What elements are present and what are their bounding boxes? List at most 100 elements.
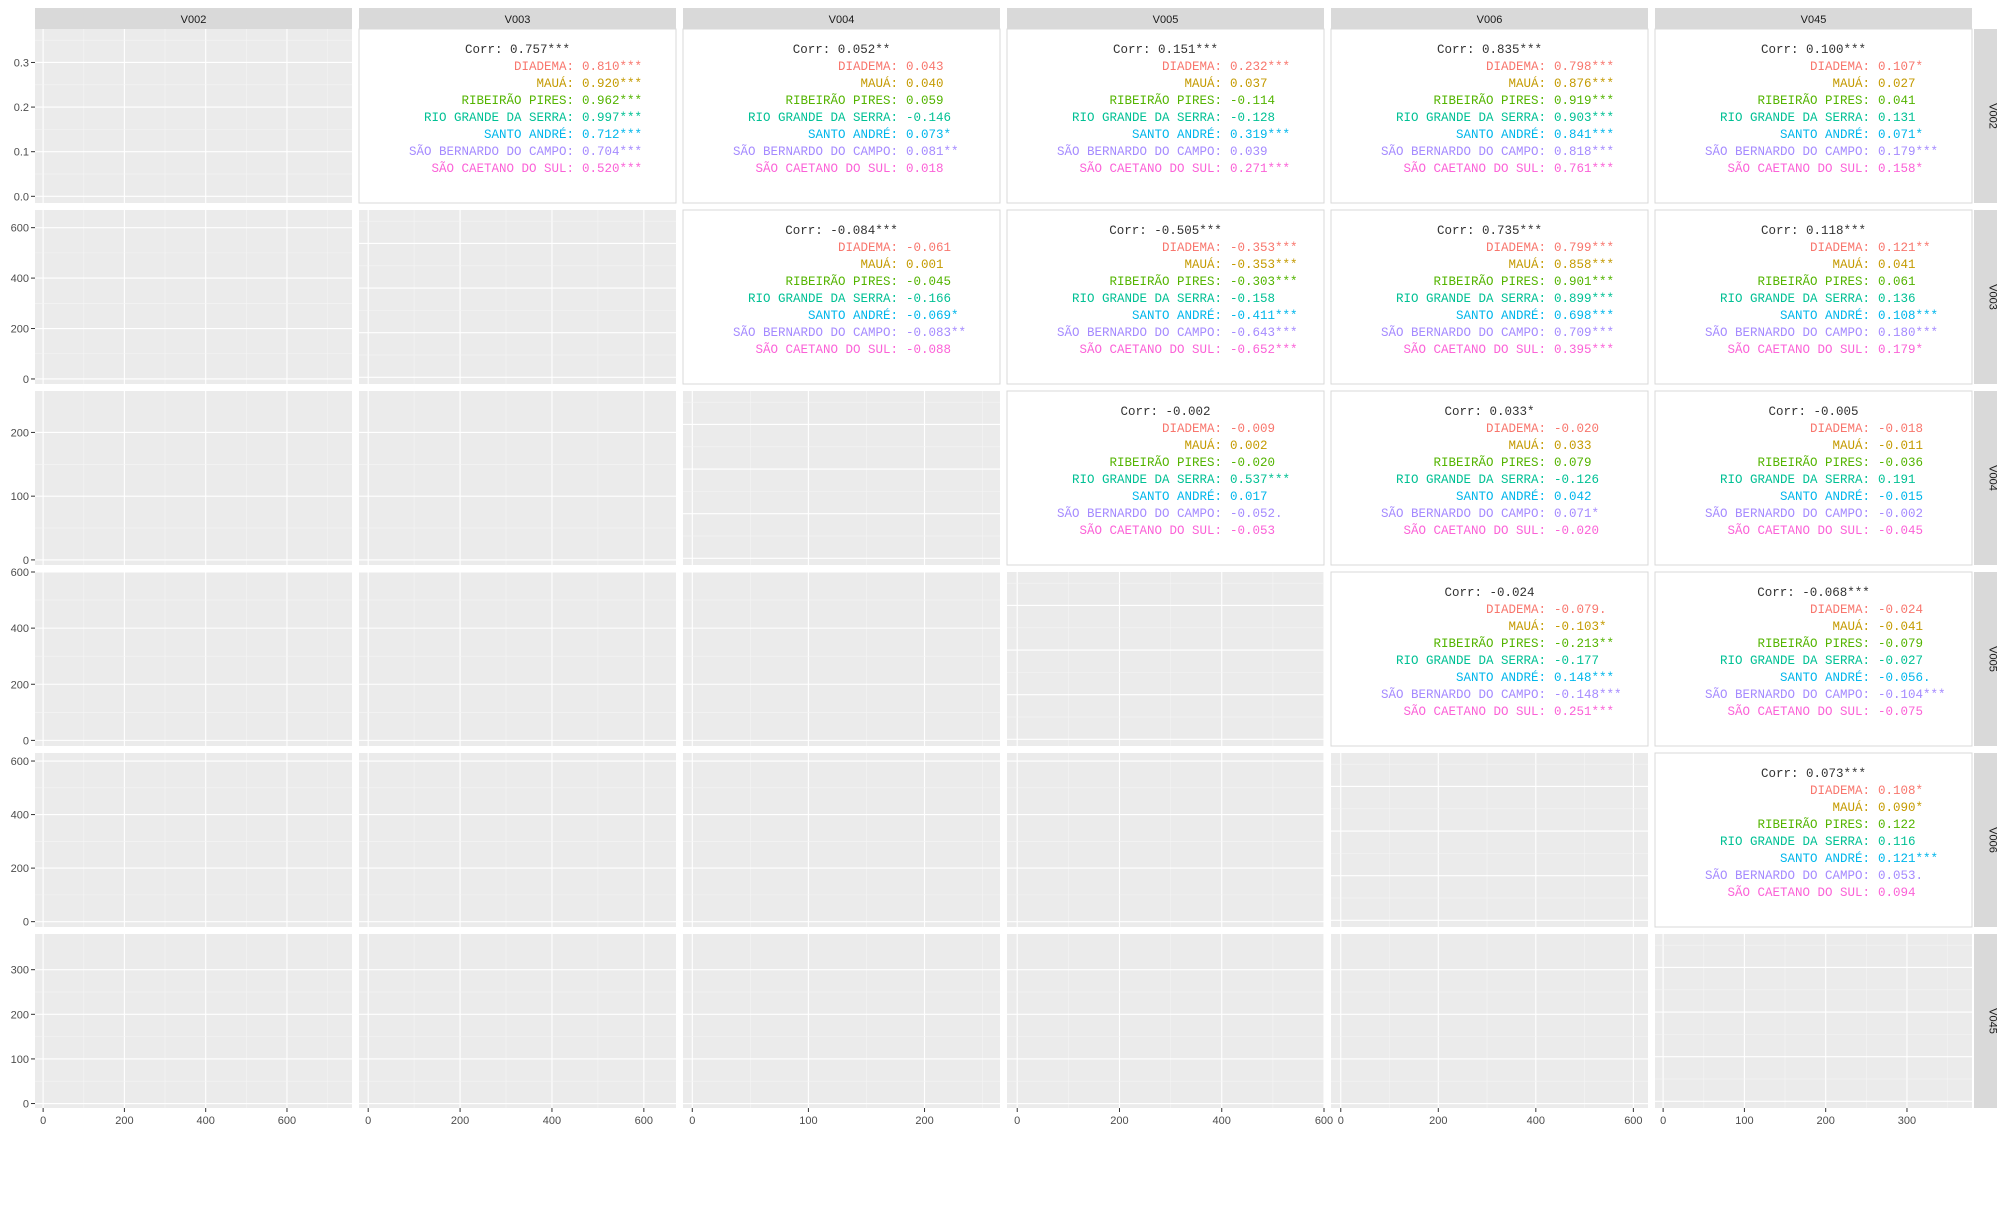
corr-group-value-V002-V045: 0.131 <box>1878 111 1916 125</box>
corr-group-label-V002-V005: RIO GRANDE DA SERRA: <box>1072 111 1222 125</box>
corr-group-value-V004-V045: -0.036 <box>1878 456 1923 470</box>
corr-group-label-V002-V003: DIADEMA: <box>514 60 574 74</box>
corr-group-value-V003-V045: 0.041 <box>1878 258 1916 272</box>
corr-group-label-V002-V005: MAUÁ: <box>1184 76 1222 91</box>
corr-group-value-V005-V045: -0.056. <box>1878 671 1931 685</box>
corr-group-label-V002-V006: SANTO ANDRÉ: <box>1456 127 1546 142</box>
corr-group-label-V004-V045: SANTO ANDRÉ: <box>1780 489 1870 504</box>
corr-overall-V002-V045: Corr: 0.100*** <box>1761 43 1866 57</box>
corr-group-label-V004-V006: MAUÁ: <box>1508 438 1546 453</box>
corr-overall-V002-V006: Corr: 0.835*** <box>1437 43 1542 57</box>
corr-group-label-V003-V006: DIADEMA: <box>1486 241 1546 255</box>
corr-group-value-V003-V004: -0.045 <box>906 275 951 289</box>
corr-group-value-V002-V003: 0.712*** <box>582 128 642 142</box>
corr-group-label-V002-V045: SANTO ANDRÉ: <box>1780 127 1870 142</box>
corr-overall-V003-V005: Corr: -0.505*** <box>1109 224 1222 238</box>
corr-group-label-V004-V006: SÃO BERNARDO DO CAMPO: <box>1381 506 1546 521</box>
corr-panel-V002-V045: Corr: 0.100***DIADEMA: 0.107*MAUÁ: 0.027RI… <box>1654 28 1973 204</box>
strip-label-right-V006: V006 <box>1987 827 1999 853</box>
corr-group-label-V005-V006: MAUÁ: <box>1508 619 1546 634</box>
corr-group-label-V005-V045: SÃO CAETANO DO SUL: <box>1727 704 1870 719</box>
corr-group-label-V004-V045: DIADEMA: <box>1810 422 1870 436</box>
corr-group-value-V002-V005: 0.232*** <box>1230 60 1290 74</box>
corr-overall-V003-V006: Corr: 0.735*** <box>1437 224 1542 238</box>
corr-group-value-V002-V006: 0.919*** <box>1554 94 1614 108</box>
corr-group-label-V005-V006: DIADEMA: <box>1486 603 1546 617</box>
strip-top-V006 <box>1331 8 1648 29</box>
corr-group-label-V003-V005: SÃO CAETANO DO SUL: <box>1079 342 1222 357</box>
corr-group-value-V002-V006: 0.818*** <box>1554 145 1614 159</box>
corr-group-value-V003-V004: -0.166 <box>906 292 951 306</box>
corr-group-value-V006-V045: 0.121*** <box>1878 852 1938 866</box>
corr-group-label-V002-V004: RIBEIRÃO PIRES: <box>785 93 898 108</box>
corr-group-label-V003-V045: SÃO CAETANO DO SUL: <box>1727 342 1870 357</box>
corr-group-label-V003-V045: RIO GRANDE DA SERRA: <box>1720 292 1870 306</box>
corr-group-label-V003-V005: MAUÁ: <box>1184 257 1222 272</box>
corr-group-label-V006-V045: DIADEMA: <box>1810 784 1870 798</box>
corr-group-value-V003-V006: 0.698*** <box>1554 309 1614 323</box>
corr-group-label-V002-V045: RIBEIRÃO PIRES: <box>1757 93 1870 108</box>
corr-group-value-V004-V006: -0.126 <box>1554 473 1599 487</box>
corr-group-value-V002-V045: 0.027 <box>1878 77 1916 91</box>
corr-group-label-V002-V005: SANTO ANDRÉ: <box>1132 127 1222 142</box>
corr-group-label-V004-V045: MAUÁ: <box>1832 438 1870 453</box>
corr-panel-V002-V005: Corr: 0.151***DIADEMA: 0.232***MAUÁ: 0.037… <box>1006 28 1325 204</box>
corr-group-value-V002-V006: 0.876*** <box>1554 77 1614 91</box>
corr-panel-V006-V045: Corr: 0.073***DIADEMA: 0.108*MAUÁ: 0.090*R… <box>1654 752 1973 928</box>
corr-group-value-V003-V006: 0.858*** <box>1554 258 1614 272</box>
corr-group-label-V003-V005: SANTO ANDRÉ: <box>1132 308 1222 323</box>
corr-group-label-V003-V045: SÃO BERNARDO DO CAMPO: <box>1705 325 1870 340</box>
strip-label-top-V005: V005 <box>1153 14 1179 26</box>
corr-group-value-V003-V045: 0.108*** <box>1878 309 1938 323</box>
corr-group-label-V006-V045: SÃO CAETANO DO SUL: <box>1727 885 1870 900</box>
strip-label-right-V004: V004 <box>1987 465 1999 491</box>
corr-group-value-V004-V005: -0.020 <box>1230 456 1275 470</box>
strip-top-V005 <box>1007 8 1324 29</box>
corr-group-value-V005-V045: -0.024 <box>1878 603 1923 617</box>
corr-group-value-V003-V005: -0.353*** <box>1230 258 1298 272</box>
corr-group-value-V003-V006: 0.799*** <box>1554 241 1614 255</box>
corr-group-label-V003-V004: SÃO BERNARDO DO CAMPO: <box>733 325 898 340</box>
corr-group-value-V004-V006: -0.020 <box>1554 422 1599 436</box>
corr-group-value-V002-V004: -0.146 <box>906 111 951 125</box>
corr-group-value-V004-V005: 0.002 <box>1230 439 1268 453</box>
strip-right-V005 <box>1974 572 1997 746</box>
corr-group-label-V002-V045: DIADEMA: <box>1810 60 1870 74</box>
corr-group-label-V002-V006: RIO GRANDE DA SERRA: <box>1396 111 1546 125</box>
corr-group-value-V006-V045: 0.116 <box>1878 835 1916 849</box>
corr-group-value-V005-V045: -0.079 <box>1878 637 1923 651</box>
corr-group-label-V002-V004: DIADEMA: <box>838 60 898 74</box>
strip-label-top-V006: V006 <box>1477 14 1503 26</box>
corr-group-value-V006-V045: 0.094 <box>1878 886 1916 900</box>
corr-group-value-V002-V003: 0.997*** <box>582 111 642 125</box>
strip-label-top-V002: V002 <box>181 14 207 26</box>
corr-group-value-V002-V004: 0.081** <box>906 145 959 159</box>
corr-group-value-V004-V045: -0.015 <box>1878 490 1923 504</box>
strip-label-right-V005: V005 <box>1987 646 1999 672</box>
corr-panel-V003-V005: Corr: -0.505***DIADEMA: -0.353***MAUÁ: -0.… <box>1006 209 1325 385</box>
strip-right-V004 <box>1974 391 1997 565</box>
corr-group-label-V004-V005: MAUÁ: <box>1184 438 1222 453</box>
corr-group-label-V005-V006: RIO GRANDE DA SERRA: <box>1396 654 1546 668</box>
corr-group-label-V002-V003: RIBEIRÃO PIRES: <box>461 93 574 108</box>
corr-group-value-V002-V003: 0.704*** <box>582 145 642 159</box>
corr-group-value-V003-V006: 0.395*** <box>1554 343 1614 357</box>
corr-group-value-V004-V045: -0.045 <box>1878 524 1923 538</box>
strip-right-V002 <box>1974 29 1997 203</box>
corr-group-value-V003-V004: 0.001 <box>906 258 944 272</box>
corr-group-value-V002-V006: 0.903*** <box>1554 111 1614 125</box>
corr-group-label-V005-V045: RIO GRANDE DA SERRA: <box>1720 654 1870 668</box>
corr-group-label-V004-V045: SÃO BERNARDO DO CAMPO: <box>1705 506 1870 521</box>
corr-group-label-V004-V005: SÃO CAETANO DO SUL: <box>1079 523 1222 538</box>
corr-overall-V005-V006: Corr: -0.024 <box>1444 586 1534 600</box>
corr-group-value-V005-V006: 0.251*** <box>1554 705 1614 719</box>
strip-right-V045 <box>1974 934 1997 1108</box>
corr-group-label-V004-V045: RIBEIRÃO PIRES: <box>1757 455 1870 470</box>
corr-group-label-V005-V006: SÃO BERNARDO DO CAMPO: <box>1381 687 1546 702</box>
corr-group-value-V003-V005: -0.411*** <box>1230 309 1298 323</box>
corr-group-value-V005-V006: 0.148*** <box>1554 671 1614 685</box>
corr-group-value-V002-V005: 0.039 <box>1230 145 1268 159</box>
